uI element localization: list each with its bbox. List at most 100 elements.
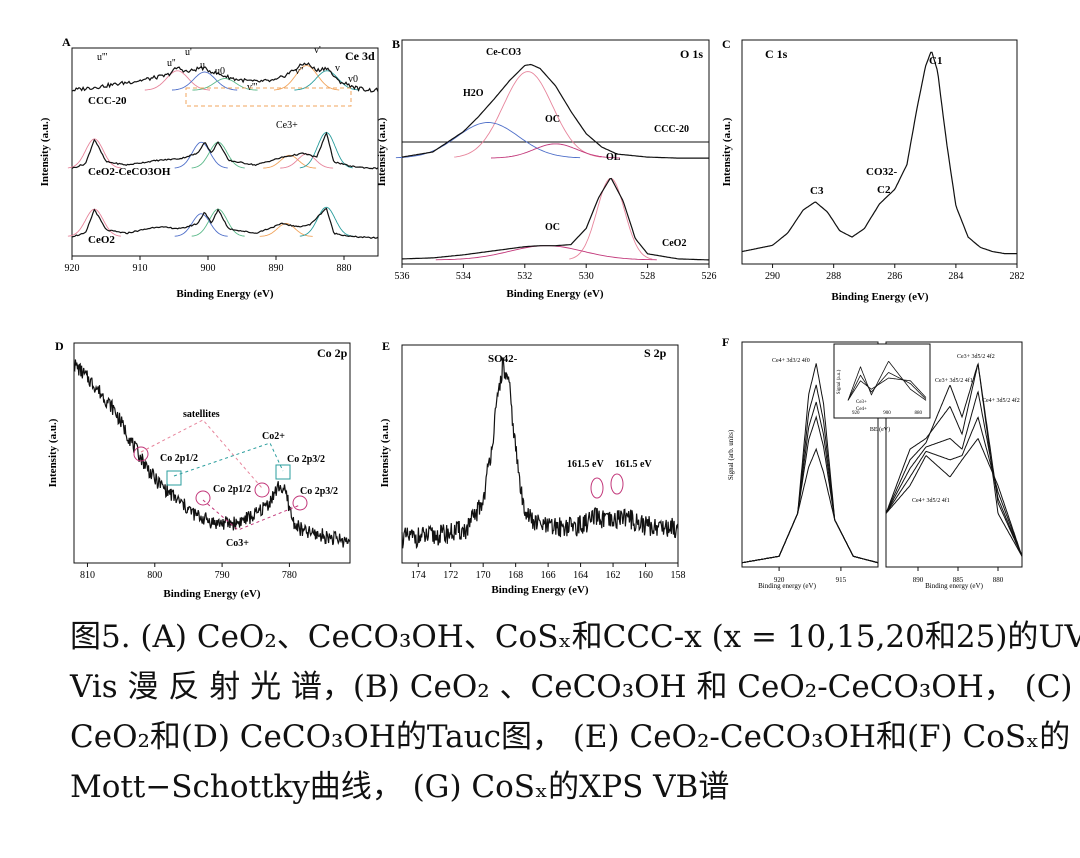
- panel-f-xlabel-right: Binding energy (eV): [925, 582, 983, 590]
- annot-u-prime: u': [185, 47, 192, 58]
- caption-line-4: Mott−Schottky曲线， (G) CoSₓ的XPS VB谱: [70, 769, 730, 805]
- annot-co2p32-a: Co 2p3/2: [287, 454, 325, 465]
- panel-c-xlabel: Binding Energy (eV): [831, 291, 929, 303]
- panel-c-xtick-label: 290: [765, 271, 780, 282]
- highlight-circle-1: [590, 477, 604, 499]
- co3-arrows: [202, 499, 301, 531]
- inset-frame: [833, 343, 931, 419]
- panel-a-title: Ce 3d: [345, 49, 375, 63]
- panel-a-letter: A: [62, 35, 71, 49]
- panel-d-title: Co 2p: [317, 346, 348, 360]
- panel-b-xtick-label: 536: [395, 271, 410, 282]
- series-c-0: [741, 51, 1017, 255]
- panel-d-letter: D: [55, 339, 64, 353]
- annot-v0: v0: [348, 74, 358, 85]
- inset-legend-ce4: Ce4+: [856, 407, 867, 412]
- series-label-ceo2: CeO2: [88, 234, 115, 246]
- panel-c-xtick-label: 282: [1010, 271, 1025, 282]
- fit-ol: [569, 178, 653, 260]
- annot-v-double: v'': [295, 66, 304, 77]
- fit-peak-a2: [174, 141, 228, 169]
- annot-f-1: Ce4+ 3d3/2 4f0: [772, 357, 810, 364]
- fit-peak-a3: [174, 213, 228, 237]
- panel-d-xtick-label: 810: [80, 570, 95, 581]
- panel-e-title: S 2p: [644, 346, 667, 360]
- inset-series-2: [847, 377, 927, 401]
- panel-a-xtick-label: 880: [337, 263, 352, 274]
- panel-a-xlabel: Binding Energy (eV): [176, 288, 274, 300]
- annot-oc-top: OC: [545, 114, 560, 125]
- annot-1615-a: 161.5 eV: [567, 459, 604, 470]
- series-f-right-c: [885, 390, 1023, 557]
- marker-circle: [195, 490, 211, 506]
- panel-a-xtick-label: 900: [201, 263, 216, 274]
- annot-c2: C2: [877, 184, 891, 196]
- fit-peak-a1: [172, 71, 238, 91]
- fit-peak-a2: [263, 154, 317, 169]
- marker-box-left: [166, 470, 182, 486]
- fit-oc-top: [490, 143, 621, 159]
- panel-c-xtick-label: 288: [826, 271, 841, 282]
- marker-box-right: [275, 464, 291, 480]
- annot-1615-b: 161.5 eV: [615, 459, 652, 470]
- series-b-0: [401, 63, 709, 159]
- panel-e-xtick-label: 160: [638, 570, 653, 581]
- panel-d-ylabel: Intensity (a.u.): [47, 418, 59, 487]
- panel-f-left-xtick-label: 920: [774, 576, 785, 584]
- annot-co2plus: Co2+: [262, 431, 285, 442]
- panel-b: B O 1s Binding Energy (eV) Intensity (a.…: [376, 37, 717, 300]
- panel-e-ylabel: Intensity (a.u.): [379, 418, 391, 487]
- panel-e-xtick-label: 164: [573, 570, 588, 581]
- panel-c-ylabel: Intensity (a.u.): [721, 117, 733, 186]
- fit-oc-bottom: [435, 245, 657, 261]
- panel-b-letter: B: [392, 37, 400, 51]
- panel-e-xtick-label: 162: [606, 570, 621, 581]
- series-a-1: [71, 131, 379, 170]
- panel-c-xtick-label: 286: [887, 271, 902, 282]
- panel-f: F Binding energy (eV) Binding energy (eV…: [722, 335, 1023, 590]
- panel-a-ylabel: Intensity (a.u.): [39, 117, 51, 186]
- panel-e-xtick-label: 170: [476, 570, 491, 581]
- inset-xtick-label: 900: [883, 411, 891, 416]
- annot-v: v: [335, 63, 340, 74]
- panel-f-right-xtick-label: 880: [993, 576, 1004, 584]
- panel-d-xtick-label: 790: [215, 570, 230, 581]
- series-e-0: [401, 357, 679, 550]
- annot-satellites: satellites: [183, 409, 220, 420]
- annot-f-2: Ce4+ 3d5/2 4f1: [912, 497, 950, 504]
- panel-f-xlabel-left: Binding energy (eV): [758, 582, 816, 590]
- inset-series-1: [847, 372, 927, 401]
- fit-ce-co3: [454, 71, 602, 158]
- marker-circle: [254, 482, 270, 498]
- annot-f-4: Ce3+ 3d5/2 4f2: [957, 353, 995, 360]
- panel-e: E S 2p Binding Energy (eV) Intensity (a.…: [379, 339, 686, 596]
- series-a-2: [71, 207, 379, 239]
- series-f-left-e: [741, 447, 879, 564]
- annot-c3: C3: [810, 185, 824, 197]
- panel-f-left-xtick-label: 915: [836, 576, 847, 584]
- annot-co3plus: Co3+: [226, 538, 249, 549]
- panel-b-xtick-label: 526: [702, 271, 717, 282]
- panel-c-letter: C: [722, 37, 731, 51]
- panel-d-xtick-label: 800: [147, 570, 162, 581]
- fit-peak-a2: [67, 138, 122, 169]
- series-f-left-d: [741, 415, 879, 564]
- panel-d-xlabel: Binding Energy (eV): [163, 588, 261, 600]
- series-f-right-d: [885, 416, 1023, 557]
- annot-u0: u0: [215, 66, 225, 77]
- series-label-b-ccc20: CCC-20: [654, 124, 689, 135]
- inset-xlabel: BE (eV): [870, 426, 890, 433]
- caption-line-3: CeO₂和(D) CeCO₃OH的Tauc图， (E) CeO₂-CeCO₃OH…: [70, 719, 1071, 755]
- panel-f-right-xtick-label: 885: [953, 576, 964, 584]
- annot-co2p12-b: Co 2p1/2: [213, 484, 251, 495]
- panel-b-xtick-label: 534: [456, 271, 471, 282]
- fit-peak-a3: [67, 208, 122, 237]
- figure-panels: A Ce 3d Binding Energy (eV) Intensity (a…: [39, 35, 1025, 600]
- panel-b-xtick-label: 530: [579, 271, 594, 282]
- series-b-1: [402, 177, 709, 261]
- fit-peak-a1: [144, 70, 210, 91]
- panel-e-xtick-label: 166: [541, 570, 556, 581]
- series-d-0: [73, 359, 351, 548]
- annot-f-5: Ce4+ 3d5/2 4f2: [982, 397, 1020, 404]
- figure-caption: 图5. (A) CeO₂、CeCO₃OH、CoSₓ和CCC-x (x = 10,…: [70, 612, 1080, 812]
